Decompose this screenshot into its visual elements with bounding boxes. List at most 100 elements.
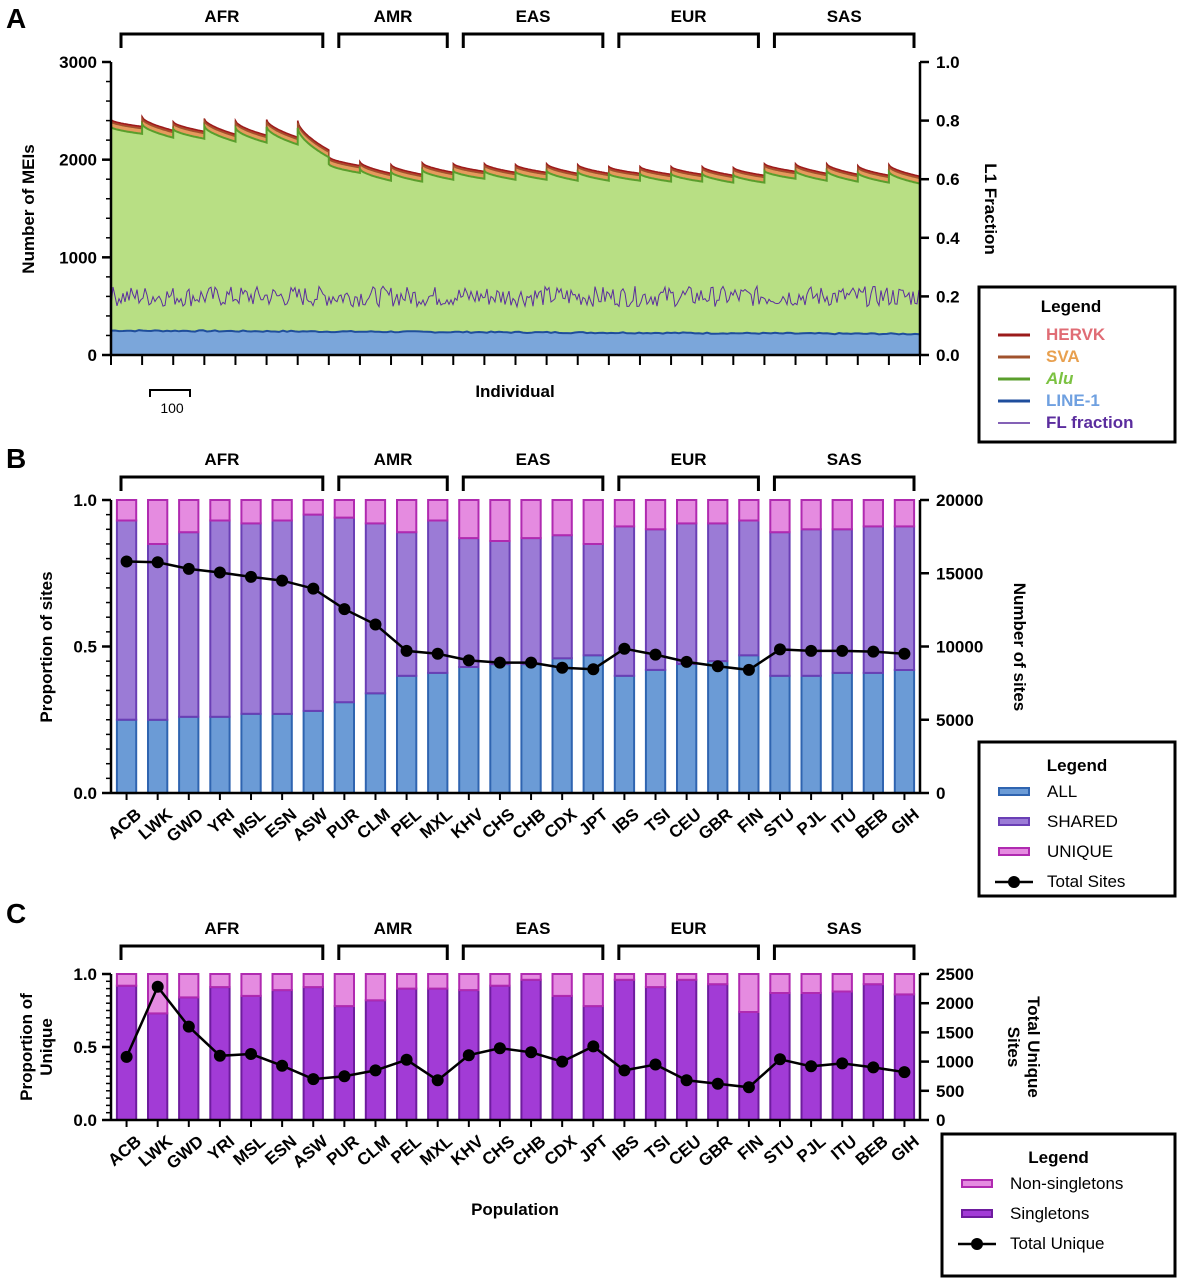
panel-a-right-axis-tick-label: 1.0 (936, 53, 960, 72)
bar-non-singletons-itu (831, 973, 853, 993)
bar-all-stu (769, 674, 791, 794)
bar-all-khv (458, 666, 480, 794)
panel-letter-c: C (6, 898, 26, 929)
x-tick-label-beb: BEB (852, 1132, 892, 1170)
bar-unique-acb (115, 499, 138, 522)
point-total-unique-pjl (805, 1060, 818, 1073)
panel-a-y2label: L1 Fraction (981, 163, 1000, 255)
panel-c-right-axis-tick-label: 2000 (936, 994, 974, 1013)
group-label-afr: AFR (204, 7, 239, 26)
panel-c-left-axis-tick-label: 0.5 (73, 1038, 97, 1057)
panel-letter-a: A (6, 3, 26, 34)
bar-shared-esn (271, 519, 293, 715)
point-total-unique-esn (276, 1059, 289, 1072)
x-tick-label-ibs: IBS (609, 805, 643, 838)
point-total-unique-jpt (587, 1040, 600, 1053)
bar-shared-chb (520, 537, 542, 666)
legend-label-non-singletons: Non-singletons (1010, 1174, 1123, 1193)
group-label-sas: SAS (827, 919, 862, 938)
point-total-unique-stu (774, 1053, 786, 1066)
legend-label-fl-fraction: FL fraction (1046, 413, 1134, 432)
x-tick-label-chb: CHB (509, 1132, 549, 1170)
bar-singletons-clm (364, 999, 387, 1121)
x-tick-label-clm: CLM (353, 1132, 393, 1170)
bar-singletons-mxl (427, 987, 449, 1121)
bar-non-singletons-pur (333, 973, 356, 1008)
x-tick-label-gwd: GWD (163, 1132, 207, 1173)
panel-c-legend: Legend Non-singletons Singletons Total Uniq… (940, 1132, 1177, 1278)
bar-non-singletons-tsi (644, 973, 667, 989)
area-alu (111, 124, 920, 355)
bar-unique-itu (831, 499, 853, 531)
bar-unique-yri (209, 499, 231, 522)
point-total-unique-ceu (680, 1074, 693, 1087)
panel-c-ylabel-line1: Proportion of (17, 993, 36, 1101)
bar-non-singletons-yri (209, 973, 231, 989)
bar-shared-gwd (178, 531, 200, 718)
bar-unique-gbr (707, 499, 729, 525)
x-tick-label-gbr: GBR (695, 1132, 736, 1171)
bar-singletons-gih (893, 993, 916, 1122)
group-bracket-eas (461, 32, 605, 48)
bar-all-pel (396, 674, 418, 794)
bar-all-lwk (147, 718, 169, 795)
bar-all-acb (115, 718, 138, 795)
point-total-unique-msl (245, 1048, 257, 1060)
x-tick-label-pel: PEL (387, 1132, 425, 1168)
point-total-sites-beb (867, 645, 880, 658)
bar-shared-fin (738, 519, 760, 657)
bar-unique-cdx (551, 499, 573, 537)
group-bracket-afr (119, 32, 325, 48)
group-bracket-eur (617, 32, 760, 48)
x-tick-label-mxl: MXL (416, 805, 456, 843)
group-label-eas: EAS (516, 919, 551, 938)
bar-all-ibs (613, 674, 636, 794)
x-tick-label-msl: MSL (230, 1132, 270, 1170)
x-tick-label-pjl: PJL (793, 1132, 829, 1167)
bar-unique-esn (271, 499, 293, 522)
bar-singletons-beb (862, 983, 885, 1122)
bar-non-singletons-beb (862, 973, 885, 986)
panel-b-right-axis-tick-label: 15000 (936, 564, 983, 583)
bar-unique-jpt (582, 499, 604, 545)
group-bracket-amr (337, 944, 449, 960)
point-total-sites-itu (836, 644, 849, 657)
bar-all-fin (738, 654, 760, 794)
panel-b-right-axis-tick-label: 5000 (936, 711, 974, 730)
bar-unique-gwd (178, 499, 200, 534)
panel-b-y2label: Number of sites (1010, 583, 1029, 711)
group-label-afr: AFR (204, 919, 239, 938)
panel-c-right-axis-tick-label: 500 (936, 1082, 964, 1101)
panel-c-right-axis-tick-label: 1000 (936, 1053, 974, 1072)
panel-c-right-axis-tick-label: 0 (936, 1111, 945, 1130)
bar-all-itu (831, 671, 853, 795)
point-total-unique-yri (213, 1049, 226, 1062)
bar-non-singletons-chb (520, 973, 542, 981)
panel-c-right-axis-tick-label: 2500 (936, 965, 974, 984)
point-total-unique-chb (525, 1046, 538, 1059)
line-line-1 (110, 329, 920, 336)
x-tick-label-ceu: CEU (665, 1132, 705, 1170)
legend-label-all: ALL (1047, 782, 1077, 801)
panel-b-group-brackets: AFR AMR EAS EUR SAS (119, 450, 916, 491)
x-tick-label-gih: GIH (887, 805, 922, 839)
bar-all-pur (333, 701, 356, 795)
bar-shared-lwk (147, 543, 169, 721)
bar-unique-khv (458, 499, 480, 540)
bar-unique-gih (893, 499, 916, 528)
legend-label-hervk: HERVK (1046, 325, 1106, 344)
point-total-unique-mxl (431, 1074, 444, 1087)
legend-swatch-marker (971, 1238, 983, 1250)
bar-shared-khv (458, 537, 480, 668)
point-total-sites-clm (369, 618, 382, 631)
group-bracket-eur (617, 944, 760, 960)
point-total-unique-lwk (151, 980, 164, 993)
x-tick-label-gwd: GWD (163, 805, 207, 846)
point-total-sites-tsi (649, 648, 662, 661)
legend-box (977, 740, 1177, 898)
bar-all-yri (209, 715, 231, 794)
x-tick-label-ceu: CEU (665, 805, 705, 843)
group-bracket-sas (772, 475, 916, 491)
bar-unique-tsi (644, 499, 667, 531)
bar-non-singletons-asw (302, 973, 324, 989)
